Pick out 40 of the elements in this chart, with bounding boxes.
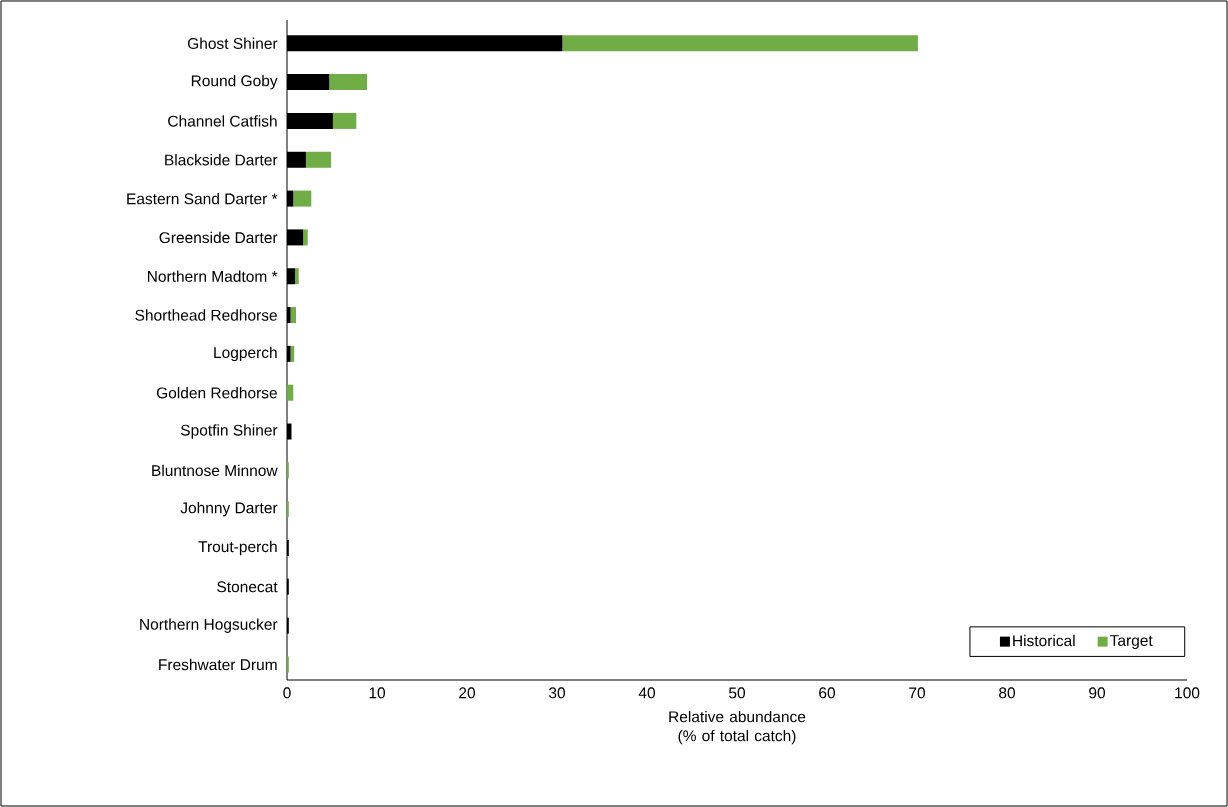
x-tick-label: 60 — [819, 687, 836, 699]
y-tick-label: Bluntnose Minnow — [152, 464, 278, 477]
x-tick-label: 100 — [1175, 687, 1200, 699]
y-tick-label: Stonecat — [217, 581, 278, 593]
bar — [290, 307, 296, 324]
y-tick-label: Logperch — [214, 346, 277, 362]
y-tick-label: Golden Redhorse — [156, 387, 277, 399]
y-tick-label: Eastern Sand Darter * — [127, 192, 278, 205]
bar — [329, 74, 368, 91]
y-tick-label: Freshwater Drum — [159, 658, 277, 671]
y-tick-label: Johnny Darter — [180, 501, 278, 517]
y-tick-label: Spotfin Shiner — [180, 424, 278, 439]
y-tick-label: Greenside Darter — [159, 231, 278, 244]
bar — [287, 384, 294, 401]
y-tick-label: Trout-perch — [198, 540, 277, 556]
y-tick-label: Shorthead Redhorse — [135, 309, 277, 321]
bar — [293, 190, 312, 207]
bar — [562, 35, 918, 52]
legend-label: Target — [1109, 635, 1153, 650]
legend-label: Historical — [1013, 634, 1075, 647]
x-axis-title: Relative abundance (% of total catch) — [669, 710, 806, 745]
x-tick-label: 80 — [999, 687, 1016, 699]
x-tick-label: 30 — [548, 687, 566, 699]
y-tick-label: Round Goby — [191, 74, 278, 90]
x-tick-label: 0 — [283, 687, 291, 699]
bar — [332, 112, 357, 129]
y-tick-label: Ghost Shiner — [187, 37, 278, 49]
y-tick-label: Channel Catfish — [168, 115, 277, 127]
bar — [295, 268, 299, 285]
x-tick-label: 70 — [909, 687, 926, 699]
x-tick-label: 10 — [369, 687, 386, 699]
x-tick-label: 50 — [729, 687, 746, 699]
x-tick-label: 90 — [1089, 687, 1106, 699]
bar — [303, 229, 308, 246]
y-tick-label: Northern Madtom * — [147, 270, 278, 282]
bar — [305, 151, 332, 168]
x-tick-label: 40 — [638, 687, 656, 699]
y-tick-label: Blackside Darter — [165, 154, 278, 166]
y-tick-label: Northern Hogsucker — [140, 618, 278, 633]
x-tick-label: 20 — [459, 687, 476, 699]
